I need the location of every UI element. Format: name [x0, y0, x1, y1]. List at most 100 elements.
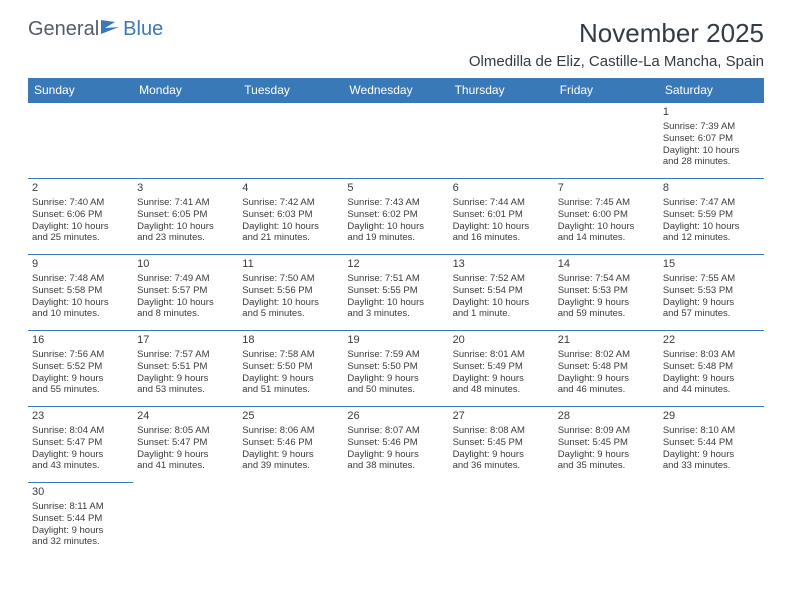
- calendar-day-empty: [28, 103, 133, 179]
- day-info-line: Sunset: 5:48 PM: [558, 361, 655, 373]
- day-info-line: Sunset: 6:07 PM: [663, 133, 760, 145]
- day-info-line: Sunset: 5:45 PM: [558, 437, 655, 449]
- day-info-line: Sunrise: 7:40 AM: [32, 197, 129, 209]
- day-info-line: Sunset: 5:58 PM: [32, 285, 129, 297]
- calendar-day: 21Sunrise: 8:02 AMSunset: 5:48 PMDayligh…: [554, 331, 659, 407]
- calendar-day-empty: [238, 103, 343, 179]
- calendar-day: 2Sunrise: 7:40 AMSunset: 6:06 PMDaylight…: [28, 179, 133, 255]
- calendar-day-empty: [554, 483, 659, 559]
- day-number: 9: [32, 258, 129, 272]
- calendar-day: 13Sunrise: 7:52 AMSunset: 5:54 PMDayligh…: [449, 255, 554, 331]
- calendar-day-empty: [449, 103, 554, 179]
- calendar-day: 22Sunrise: 8:03 AMSunset: 5:48 PMDayligh…: [659, 331, 764, 407]
- day-number: 19: [347, 334, 444, 348]
- day-info-line: Daylight: 9 hours: [137, 373, 234, 385]
- calendar-day: 28Sunrise: 8:09 AMSunset: 5:45 PMDayligh…: [554, 407, 659, 483]
- day-info-line: Sunrise: 7:39 AM: [663, 121, 760, 133]
- day-info-line: and 14 minutes.: [558, 232, 655, 244]
- calendar-day: 1Sunrise: 7:39 AMSunset: 6:07 PMDaylight…: [659, 103, 764, 179]
- day-info-line: Daylight: 9 hours: [347, 373, 444, 385]
- day-number: 13: [453, 258, 550, 272]
- day-number: 16: [32, 334, 129, 348]
- day-number: 30: [32, 486, 129, 500]
- day-info-line: Daylight: 9 hours: [242, 449, 339, 461]
- calendar-day: 27Sunrise: 8:08 AMSunset: 5:45 PMDayligh…: [449, 407, 554, 483]
- calendar-day-empty: [343, 483, 448, 559]
- day-info-line: Sunrise: 7:52 AM: [453, 273, 550, 285]
- calendar-day-empty: [238, 483, 343, 559]
- day-info-line: Daylight: 9 hours: [663, 297, 760, 309]
- day-info-line: and 36 minutes.: [453, 460, 550, 472]
- day-info-line: and 51 minutes.: [242, 384, 339, 396]
- calendar-week: 23Sunrise: 8:04 AMSunset: 5:47 PMDayligh…: [28, 407, 764, 483]
- day-info-line: Daylight: 10 hours: [453, 297, 550, 309]
- calendar-week: 2Sunrise: 7:40 AMSunset: 6:06 PMDaylight…: [28, 179, 764, 255]
- calendar-day: 4Sunrise: 7:42 AMSunset: 6:03 PMDaylight…: [238, 179, 343, 255]
- logo: General Blue: [28, 18, 163, 41]
- calendar-body: 1Sunrise: 7:39 AMSunset: 6:07 PMDaylight…: [28, 103, 764, 559]
- day-info-line: Sunset: 5:54 PM: [453, 285, 550, 297]
- page-title: November 2025: [469, 18, 764, 49]
- calendar-day: 16Sunrise: 7:56 AMSunset: 5:52 PMDayligh…: [28, 331, 133, 407]
- day-info-line: and 10 minutes.: [32, 308, 129, 320]
- day-info-line: Sunrise: 8:11 AM: [32, 501, 129, 513]
- calendar-day: 5Sunrise: 7:43 AMSunset: 6:02 PMDaylight…: [343, 179, 448, 255]
- day-info-line: Sunrise: 7:58 AM: [242, 349, 339, 361]
- day-info-line: and 38 minutes.: [347, 460, 444, 472]
- day-info-line: Daylight: 9 hours: [347, 449, 444, 461]
- calendar-day: 25Sunrise: 8:06 AMSunset: 5:46 PMDayligh…: [238, 407, 343, 483]
- day-info-line: Sunset: 5:50 PM: [242, 361, 339, 373]
- day-info-line: and 41 minutes.: [137, 460, 234, 472]
- day-info-line: Daylight: 9 hours: [32, 373, 129, 385]
- day-number: 24: [137, 410, 234, 424]
- day-info-line: and 59 minutes.: [558, 308, 655, 320]
- day-number: 25: [242, 410, 339, 424]
- day-info-line: and 43 minutes.: [32, 460, 129, 472]
- day-info-line: and 33 minutes.: [663, 460, 760, 472]
- day-number: 21: [558, 334, 655, 348]
- calendar-day-empty: [133, 103, 238, 179]
- title-block: November 2025 Olmedilla de Eliz, Castill…: [469, 18, 764, 70]
- day-info-line: Sunset: 6:00 PM: [558, 209, 655, 221]
- day-number: 17: [137, 334, 234, 348]
- day-info-line: Sunrise: 7:42 AM: [242, 197, 339, 209]
- day-info-line: Sunrise: 8:10 AM: [663, 425, 760, 437]
- day-info-line: Daylight: 9 hours: [558, 297, 655, 309]
- day-number: 4: [242, 182, 339, 196]
- day-info-line: Daylight: 10 hours: [137, 221, 234, 233]
- calendar-day-empty: [343, 103, 448, 179]
- calendar-week: 16Sunrise: 7:56 AMSunset: 5:52 PMDayligh…: [28, 331, 764, 407]
- day-info-line: Daylight: 9 hours: [32, 449, 129, 461]
- day-info-line: Daylight: 9 hours: [558, 373, 655, 385]
- day-info-line: and 21 minutes.: [242, 232, 339, 244]
- calendar-day: 26Sunrise: 8:07 AMSunset: 5:46 PMDayligh…: [343, 407, 448, 483]
- day-number: 27: [453, 410, 550, 424]
- day-number: 2: [32, 182, 129, 196]
- calendar-day: 29Sunrise: 8:10 AMSunset: 5:44 PMDayligh…: [659, 407, 764, 483]
- day-info-line: Daylight: 10 hours: [137, 297, 234, 309]
- calendar-week: 1Sunrise: 7:39 AMSunset: 6:07 PMDaylight…: [28, 103, 764, 179]
- day-info-line: Daylight: 10 hours: [32, 297, 129, 309]
- day-number: 6: [453, 182, 550, 196]
- day-info-line: and 57 minutes.: [663, 308, 760, 320]
- day-info-line: Sunrise: 8:07 AM: [347, 425, 444, 437]
- day-info-line: Sunset: 5:44 PM: [32, 513, 129, 525]
- day-header: Wednesday: [343, 78, 448, 103]
- day-info-line: and 16 minutes.: [453, 232, 550, 244]
- day-info-line: Sunrise: 7:51 AM: [347, 273, 444, 285]
- day-number: 20: [453, 334, 550, 348]
- day-info-line: Daylight: 10 hours: [453, 221, 550, 233]
- day-info-line: and 46 minutes.: [558, 384, 655, 396]
- day-info-line: Daylight: 9 hours: [242, 373, 339, 385]
- day-number: 26: [347, 410, 444, 424]
- day-info-line: Sunset: 5:53 PM: [558, 285, 655, 297]
- calendar-day: 15Sunrise: 7:55 AMSunset: 5:53 PMDayligh…: [659, 255, 764, 331]
- location-text: Olmedilla de Eliz, Castille-La Mancha, S…: [469, 53, 764, 70]
- day-info-line: Sunset: 6:05 PM: [137, 209, 234, 221]
- day-info-line: Sunset: 5:52 PM: [32, 361, 129, 373]
- day-info-line: Daylight: 10 hours: [663, 145, 760, 157]
- calendar-day: 9Sunrise: 7:48 AMSunset: 5:58 PMDaylight…: [28, 255, 133, 331]
- day-info-line: and 5 minutes.: [242, 308, 339, 320]
- day-number: 5: [347, 182, 444, 196]
- day-number: 15: [663, 258, 760, 272]
